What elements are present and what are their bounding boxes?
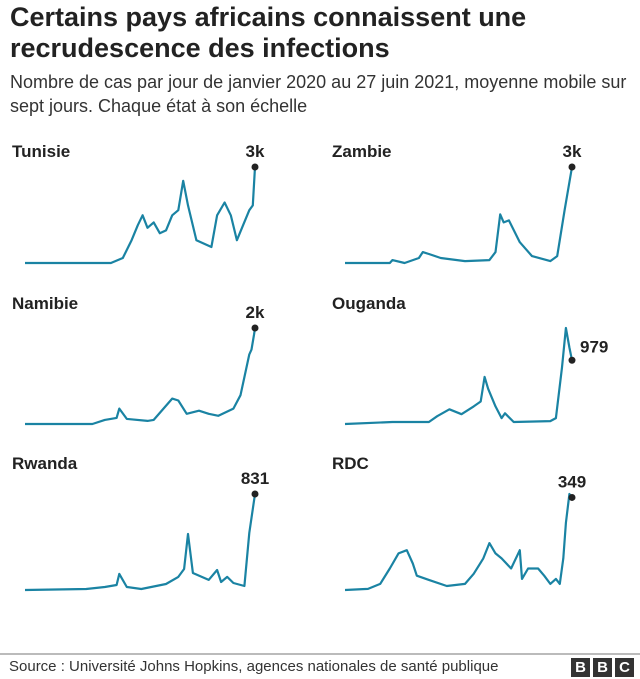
latest-value-label: 3k	[563, 142, 582, 161]
series-line-tunisie	[25, 166, 257, 265]
latest-value-label: 831	[241, 469, 269, 488]
latest-value-dot	[568, 356, 576, 364]
chart-title: Certains pays africains connaissent une …	[10, 2, 527, 63]
series-line-namibie	[25, 327, 257, 426]
series-line-zambie	[345, 166, 574, 265]
panel-title: RDC	[332, 454, 369, 473]
panel-title: Rwanda	[12, 454, 78, 473]
footer-divider	[0, 653, 640, 655]
logo-letter: B	[593, 658, 612, 677]
chart-subtitle: Nombre de cas par jour de janvier 2020 a…	[10, 72, 627, 116]
latest-value-dot	[251, 163, 259, 171]
source-note: Source : Université Johns Hopkins, agenc…	[9, 658, 499, 675]
series-line-ouganda	[344, 326, 574, 426]
panel-title: Ouganda	[332, 294, 406, 313]
panel-title: Namibie	[12, 294, 78, 313]
panel-title: Zambie	[332, 142, 392, 161]
logo-letter: C	[615, 658, 634, 677]
latest-value-dot	[568, 163, 576, 171]
latest-value-dot	[251, 324, 259, 332]
latest-value-dot	[568, 493, 576, 501]
small-multiples: Tunisie 3k Zambie 3k Namibie 2k Ouganda 979 Rwan…	[12, 142, 608, 592]
logo-letter: B	[571, 658, 590, 677]
series-line-rwanda	[24, 493, 257, 592]
bbc-logo: B B C	[571, 658, 634, 677]
panel-title: Tunisie	[12, 142, 70, 161]
latest-value-label: 979	[580, 337, 608, 356]
latest-value-label: 3k	[246, 142, 265, 161]
latest-value-dot	[251, 490, 259, 498]
latest-value-label: 349	[558, 472, 586, 491]
series-line-rdc	[344, 492, 573, 592]
latest-value-label: 2k	[246, 303, 265, 322]
